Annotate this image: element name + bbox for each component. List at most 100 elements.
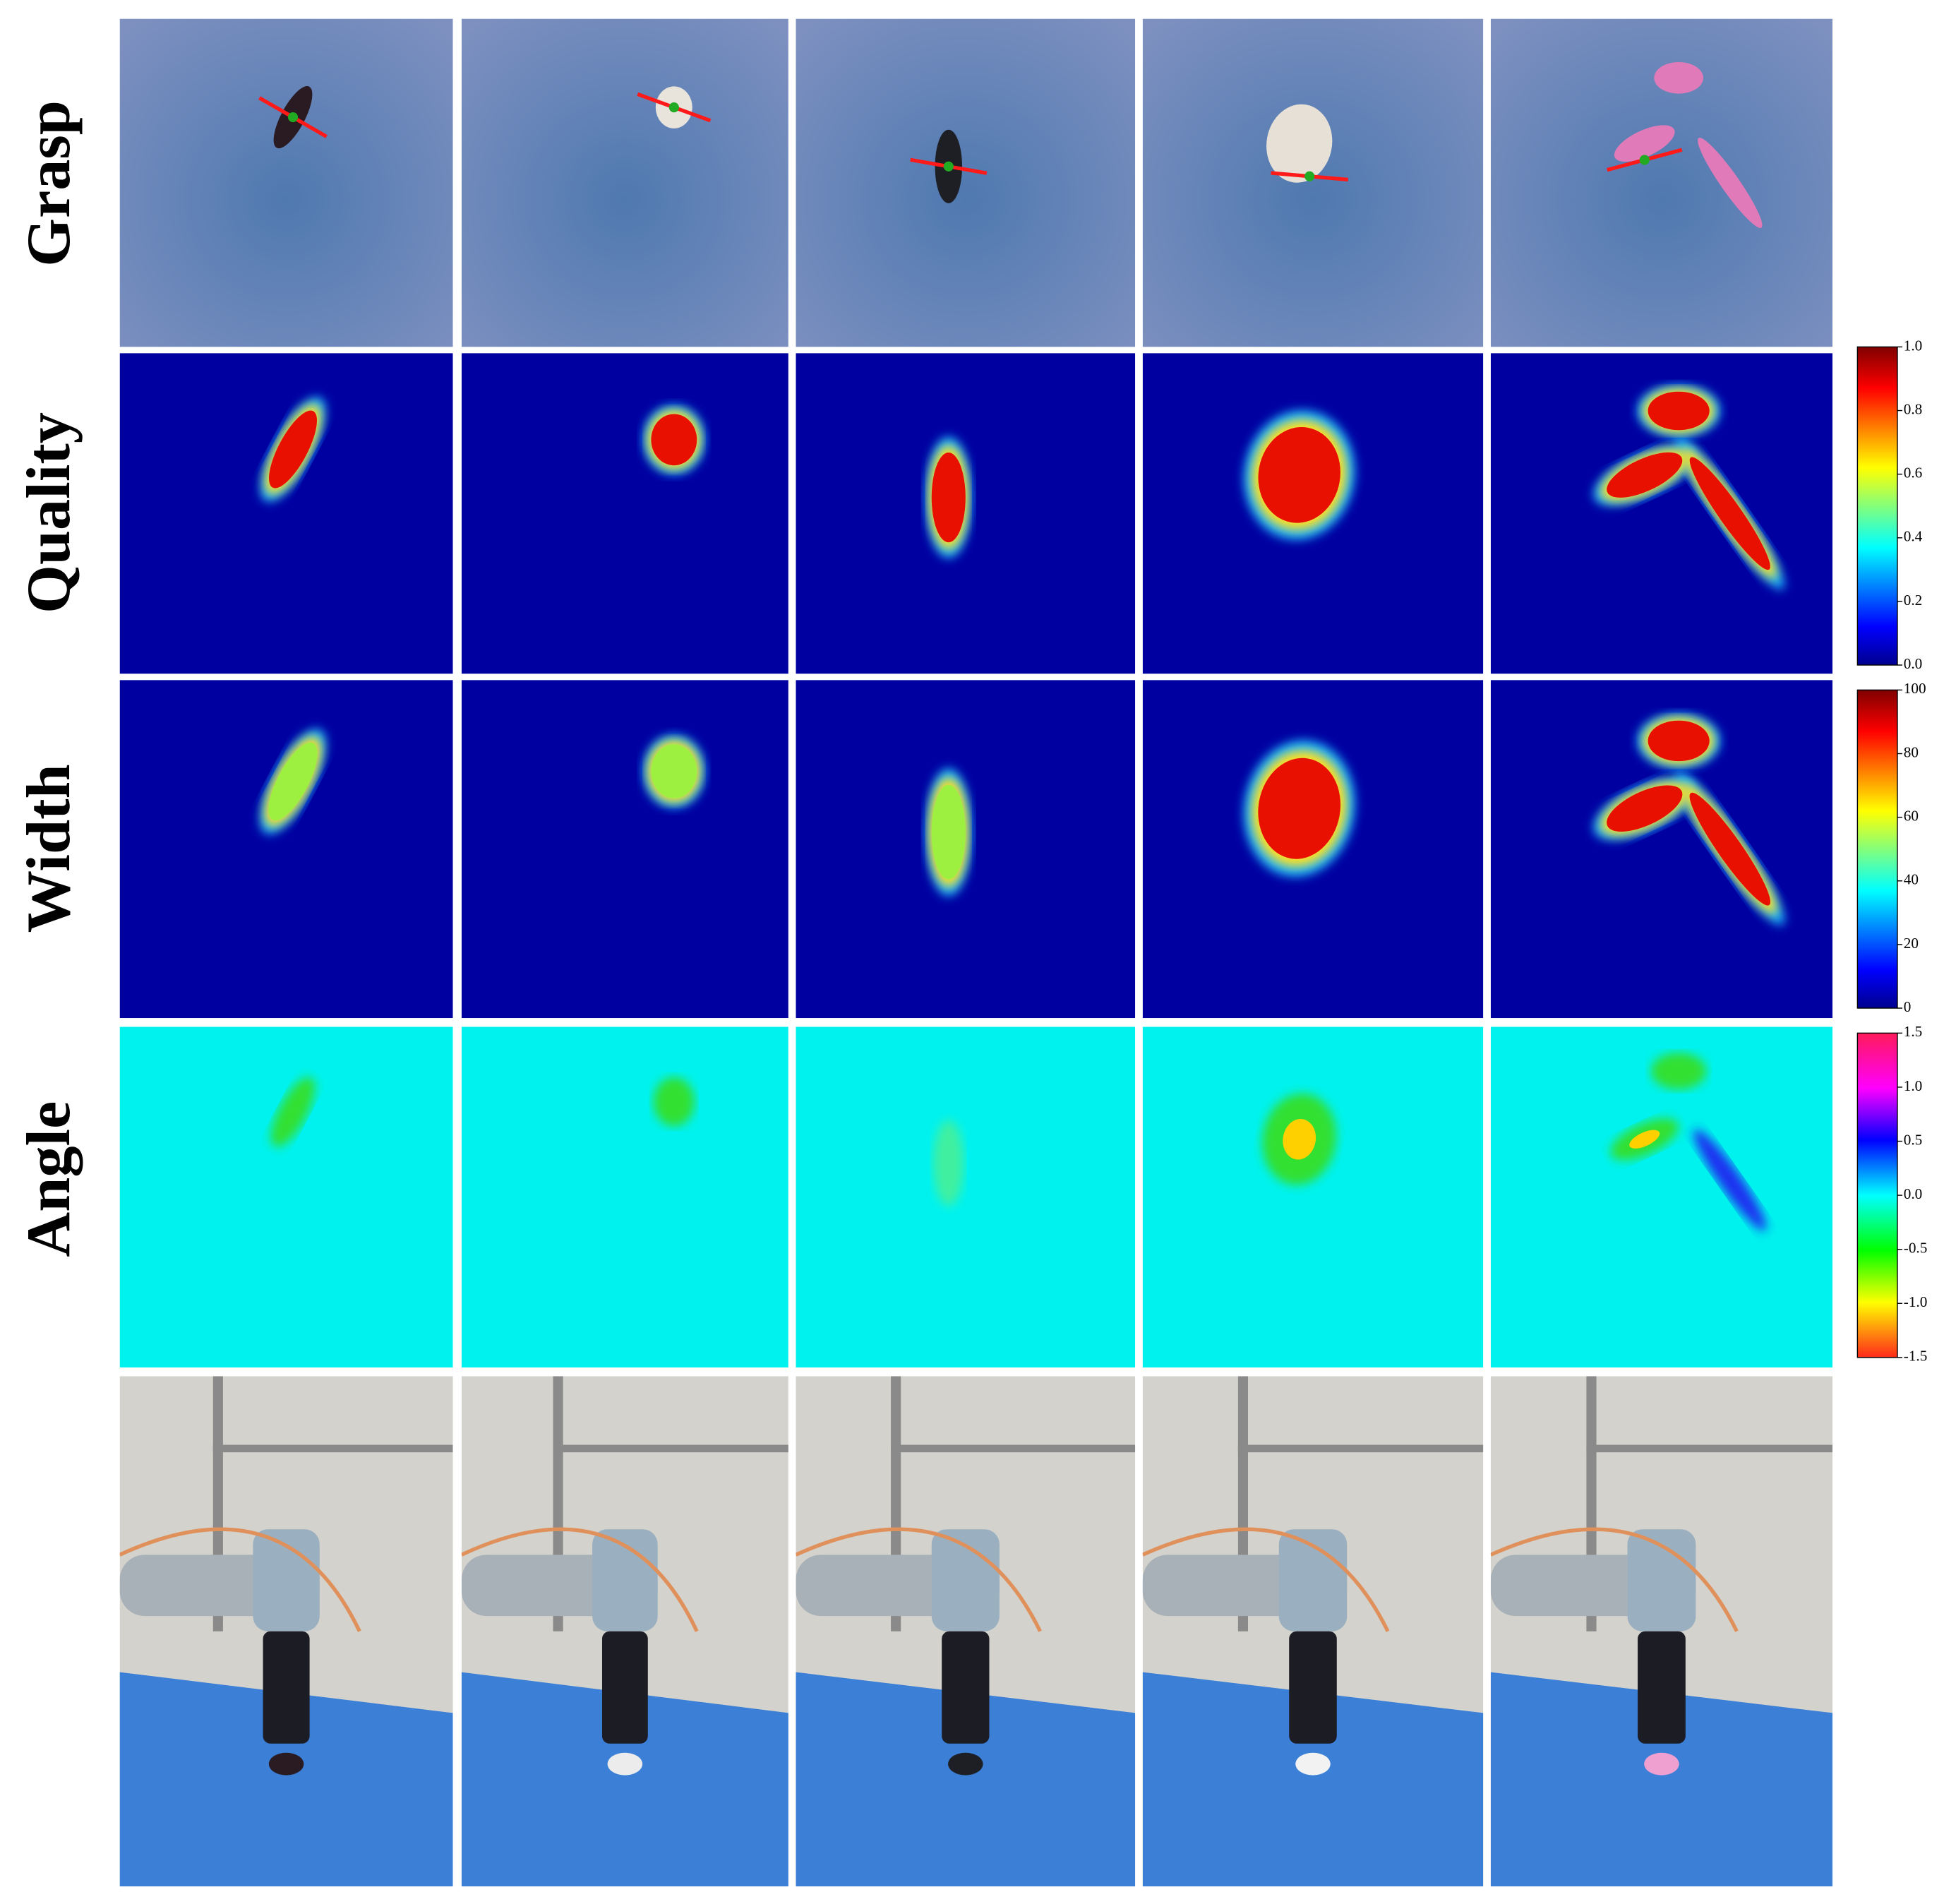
panel-content: [796, 1376, 1136, 1887]
background: [461, 18, 788, 347]
object: [1644, 1752, 1679, 1776]
cable: [461, 1527, 699, 1632]
background: [796, 1026, 1136, 1367]
panel: [461, 680, 788, 1019]
background: [119, 353, 453, 674]
gripper: [601, 1631, 648, 1744]
blob: [1650, 1053, 1707, 1090]
panel-content: [1142, 18, 1484, 347]
background: [119, 18, 453, 347]
colorbar-label: 0.4: [1904, 528, 1923, 545]
width-colorbar: [1856, 689, 1898, 1009]
table: [1142, 1672, 1484, 1887]
panel-content: [119, 353, 453, 674]
panel: [461, 353, 788, 674]
colorbar-label: -0.5: [1904, 1240, 1928, 1257]
row-label: Quality: [14, 412, 83, 613]
frame: [891, 1444, 1136, 1453]
background: [796, 18, 1136, 347]
gripper: [1638, 1631, 1686, 1744]
colorbar-label: 40: [1904, 871, 1919, 888]
blob: [653, 1077, 695, 1127]
grasp-center: [1304, 171, 1315, 181]
panel-content: [1142, 1026, 1484, 1367]
panel-content: [119, 1026, 453, 1367]
blob: [1654, 61, 1704, 94]
blob: [270, 1077, 316, 1147]
panel: [796, 18, 1136, 347]
panel: [461, 18, 788, 347]
panel-content: [1490, 353, 1833, 674]
colorbar-label: 60: [1904, 807, 1919, 824]
panel-content: [1142, 1376, 1484, 1887]
panel: [1490, 1376, 1833, 1887]
panel: [119, 1026, 453, 1367]
cable: [1142, 1527, 1390, 1632]
colorbar-label: 0.0: [1904, 1185, 1922, 1202]
background: [461, 680, 788, 1019]
panel-content: [461, 680, 788, 1019]
panel-content: [119, 1376, 453, 1887]
panel-content: [461, 18, 788, 347]
panel-content: [1490, 1376, 1833, 1887]
angle-colorbar: [1856, 1032, 1898, 1358]
blob: [1648, 720, 1710, 762]
gripper: [1289, 1631, 1337, 1744]
blob: [269, 410, 317, 489]
background: [461, 353, 788, 674]
colorbar-label: 0.8: [1904, 400, 1922, 417]
gripper: [263, 1631, 310, 1744]
panel: [796, 1026, 1136, 1367]
panel: [1142, 1376, 1484, 1887]
colorbar-label: 100: [1904, 680, 1926, 697]
blob: [651, 414, 697, 466]
background: [119, 680, 453, 1019]
blob: [931, 784, 966, 880]
panel-content: [1142, 353, 1484, 674]
colorbar-label: 0.2: [1904, 592, 1922, 609]
panel-content: [119, 18, 453, 347]
gripper: [942, 1631, 990, 1744]
background: [461, 1026, 788, 1367]
colorbar-label: -1.0: [1904, 1293, 1928, 1310]
panel-content: [461, 1026, 788, 1367]
panel-content: [461, 1376, 788, 1887]
panel: [1142, 353, 1484, 674]
blob: [1693, 1129, 1767, 1231]
blob: [1689, 792, 1770, 906]
grasp-center: [1639, 155, 1650, 165]
colorbar-label: 1.5: [1904, 1023, 1922, 1040]
blob: [931, 453, 966, 543]
quality-colorbar: [1856, 346, 1898, 666]
blob: [1283, 1118, 1316, 1160]
object: [1295, 1752, 1331, 1776]
panel-content: [796, 353, 1136, 674]
panel: [1490, 353, 1833, 674]
grasp-center: [943, 161, 954, 172]
cable: [796, 1527, 1042, 1632]
frame: [553, 1444, 788, 1453]
frame: [1586, 1444, 1833, 1453]
object: [607, 1752, 643, 1776]
panel-content: [1490, 1026, 1833, 1367]
panel: [119, 18, 453, 347]
colorbar-label: 1.0: [1904, 337, 1922, 354]
panel-content: [796, 680, 1136, 1019]
panel-content: [796, 1026, 1136, 1367]
panel: [1490, 1026, 1833, 1367]
panel: [1490, 680, 1833, 1019]
panel: [1142, 1026, 1484, 1367]
panel-content: [461, 353, 788, 674]
panel: [1142, 18, 1484, 347]
panel-content: [1490, 18, 1833, 347]
panel-content: [1490, 680, 1833, 1019]
panel: [796, 680, 1136, 1019]
colorbar-label: -1.5: [1904, 1348, 1928, 1365]
blob: [1689, 457, 1770, 570]
background: [119, 1026, 453, 1367]
panel-content: [796, 18, 1136, 347]
blob: [1258, 426, 1340, 523]
background: [1142, 18, 1484, 347]
panel: [119, 1376, 453, 1887]
panel: [1490, 18, 1833, 347]
